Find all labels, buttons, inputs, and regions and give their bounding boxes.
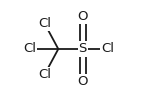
Text: S: S	[79, 43, 87, 55]
Text: Cl: Cl	[101, 43, 114, 55]
Text: Cl: Cl	[38, 68, 51, 81]
Text: O: O	[78, 75, 88, 88]
Text: Cl: Cl	[23, 43, 36, 55]
Text: Cl: Cl	[38, 17, 51, 30]
Text: O: O	[78, 10, 88, 23]
